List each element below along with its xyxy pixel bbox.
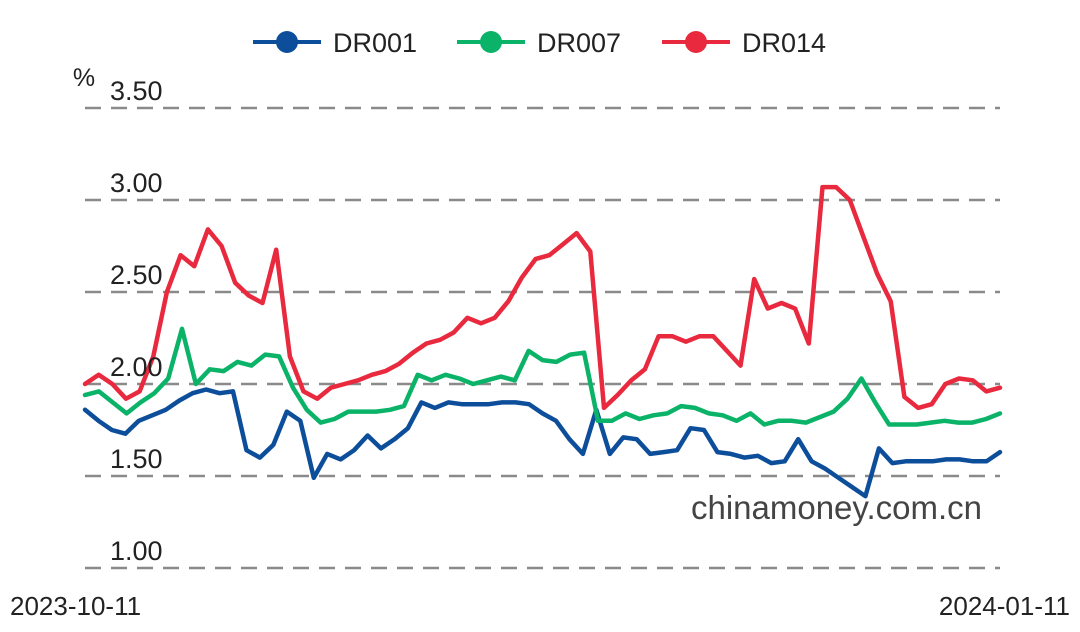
y-tick-label: 1.00 [110,536,163,566]
x-axis-end-label: 2024-01-11 [939,591,1070,621]
y-axis-unit: % [73,64,95,92]
legend-label: DR007 [537,28,621,58]
series-lines [82,184,1003,499]
legend-item-dr001[interactable]: DR001 [253,28,417,58]
y-tick-label: 3.50 [110,76,163,106]
legend: DR001 DR007 DR014 [253,28,826,58]
series-line-dr014 [82,184,1003,411]
x-axis-start-label: 2023-10-11 [10,591,141,621]
legend-label: DR001 [333,28,417,58]
y-tick-label: 3.00 [110,168,163,198]
legend-marker [685,31,707,53]
legend-marker [276,31,298,53]
series-line-dr007 [82,326,1003,427]
y-axis-ticks: 3.50 3.00 2.50 2.00 1.50 1.00 [110,76,163,566]
legend-item-dr007[interactable]: DR007 [457,28,621,58]
series-line-dr001 [82,387,1003,499]
y-tick-label: 1.50 [110,444,163,474]
y-tick-label: 2.50 [110,260,163,290]
legend-item-dr014[interactable]: DR014 [662,28,826,58]
y-tick-label: 2.00 [110,352,163,382]
watermark: chinamoney.com.cn [691,489,982,526]
legend-label: DR014 [742,28,826,58]
legend-marker [480,31,502,53]
